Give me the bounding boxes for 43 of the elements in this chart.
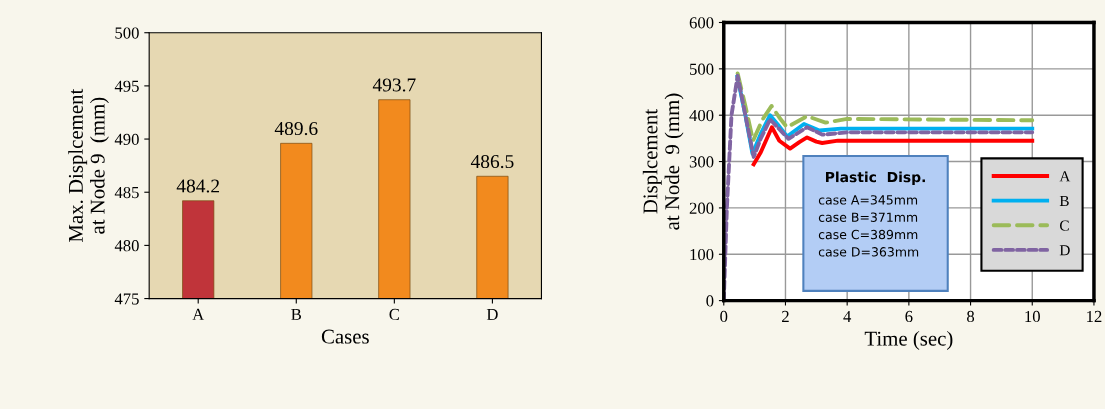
annotation: Plastic Disp. <box>825 171 925 185</box>
legend-label: C <box>1059 220 1069 231</box>
x-tick-label: 0 <box>720 310 728 323</box>
y-tick-label: 475 <box>114 293 139 305</box>
y-axis-title: Displcement at Node 9 (mm) <box>642 93 684 230</box>
annotation: case C=389mm <box>818 229 918 240</box>
y-tick-label: 490 <box>114 133 139 146</box>
y-tick-label: 300 <box>689 156 714 168</box>
annotation: case A=345mm <box>818 195 918 205</box>
data-label: 489.6 <box>274 121 318 136</box>
annotation: case D=363mm <box>818 247 919 257</box>
legend-label: B <box>1059 195 1069 207</box>
x-tick-label: 4 <box>843 310 852 322</box>
x-tick-label: 8 <box>967 310 975 323</box>
y-tick-label: 500 <box>115 27 139 39</box>
x-tick-label: B <box>291 308 302 320</box>
data-label: 486.5 <box>470 154 514 169</box>
y-axis-title: Max. Displcement at Node 9 (mm) <box>68 88 109 242</box>
y-tick-label: 600 <box>689 17 714 29</box>
line-series <box>735 71 1035 143</box>
x-tick-label: A <box>192 308 205 320</box>
x-axis-title: Time (sec) <box>864 331 953 350</box>
x-tick-label: C <box>389 308 399 321</box>
data-label: 484.2 <box>176 179 220 193</box>
x-tick-label: 10 <box>1025 310 1040 323</box>
y-tick-label: 480 <box>114 240 139 252</box>
annotation: case B=371mm <box>818 212 918 222</box>
y-tick-label: 200 <box>689 202 714 214</box>
y-tick-label: 100 <box>690 248 714 261</box>
y-tick-label: 485 <box>114 186 139 199</box>
x-tick-label: 2 <box>782 310 789 322</box>
x-axis-title: Cases <box>321 329 369 344</box>
line-series <box>751 125 1035 167</box>
x-tick-label: 12 <box>1087 310 1102 322</box>
y-tick-label: 0 <box>706 295 714 307</box>
y-tick-label: 495 <box>114 80 139 92</box>
data-label: 493.7 <box>372 78 416 92</box>
y-tick-label: 500 <box>690 63 714 75</box>
legend-label: D <box>1059 245 1070 256</box>
x-tick-label: D <box>486 308 498 320</box>
y-tick-label: 400 <box>689 109 714 122</box>
legend-label: A <box>1059 171 1071 182</box>
x-tick-label: 6 <box>905 310 913 323</box>
